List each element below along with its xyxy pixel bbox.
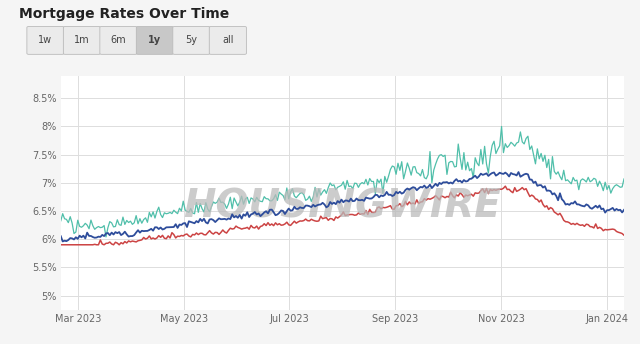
- Text: Mortgage Rates Over Time: Mortgage Rates Over Time: [19, 7, 230, 21]
- Text: 6m: 6m: [111, 35, 126, 45]
- Text: HOUSINGWIRE: HOUSINGWIRE: [184, 188, 501, 226]
- Text: 1m: 1m: [74, 35, 90, 45]
- Text: 1w: 1w: [38, 35, 52, 45]
- Text: 5y: 5y: [186, 35, 197, 45]
- Text: 1y: 1y: [148, 35, 161, 45]
- Text: all: all: [222, 35, 234, 45]
